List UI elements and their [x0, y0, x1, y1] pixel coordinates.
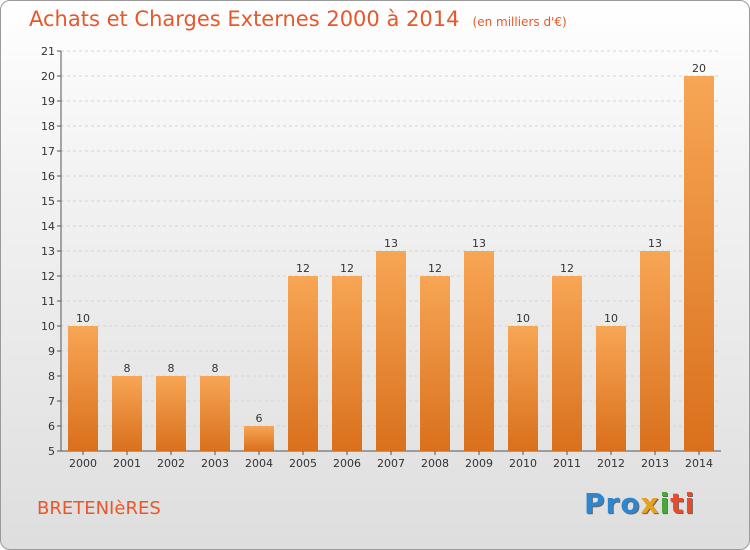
bar — [684, 76, 714, 451]
commune-name: BRETENIèRES — [37, 498, 161, 519]
bar-value-label: 13 — [648, 237, 662, 250]
bar-value-label: 10 — [516, 312, 530, 325]
bar-value-label: 8 — [124, 362, 131, 375]
bar — [640, 251, 670, 451]
bar-value-label: 6 — [256, 412, 263, 425]
x-tick-label: 2005 — [289, 457, 317, 470]
bar-value-label: 8 — [168, 362, 175, 375]
logo-part-3: i — [659, 487, 671, 520]
x-tick-label: 2001 — [113, 457, 141, 470]
bar — [596, 326, 626, 451]
x-tick-label: 2002 — [157, 457, 185, 470]
y-tick-label: 8 — [48, 370, 55, 383]
y-tick-label: 20 — [41, 70, 55, 83]
y-tick-label: 9 — [48, 345, 55, 358]
y-tick-label: 7 — [48, 395, 55, 408]
proxiti-logo[interactable]: Proxiti — [584, 487, 695, 520]
bar — [288, 276, 318, 451]
x-tick-label: 2013 — [641, 457, 669, 470]
x-tick-label: 2007 — [377, 457, 405, 470]
y-tick-label: 19 — [41, 95, 55, 108]
y-tick-label: 6 — [48, 420, 55, 433]
x-tick-label: 2014 — [685, 457, 713, 470]
x-tick-label: 2004 — [245, 457, 273, 470]
bar-value-label: 12 — [296, 262, 310, 275]
bar-value-label: 12 — [560, 262, 574, 275]
bar — [68, 326, 98, 451]
bar — [376, 251, 406, 451]
bar-value-label: 12 — [428, 262, 442, 275]
bar — [508, 326, 538, 451]
bar-value-label: 10 — [76, 312, 90, 325]
bar-value-label: 13 — [384, 237, 398, 250]
bars — [68, 76, 714, 451]
bar — [552, 276, 582, 451]
x-tick-label: 2008 — [421, 457, 449, 470]
title-row: Achats et Charges Externes 2000 à 2014 (… — [29, 7, 567, 31]
bar-value-label: 8 — [212, 362, 219, 375]
y-tick-label: 21 — [41, 45, 55, 58]
logo-part-4: ti — [670, 487, 696, 520]
x-tick-label: 2000 — [69, 457, 97, 470]
y-tick-label: 11 — [41, 295, 55, 308]
bar — [244, 426, 274, 451]
x-tick-label: 2011 — [553, 457, 581, 470]
bar-value-label: 12 — [340, 262, 354, 275]
y-tick-label: 17 — [41, 145, 55, 158]
bar — [156, 376, 186, 451]
y-tick-label: 16 — [41, 170, 55, 183]
x-tick-label: 2006 — [333, 457, 361, 470]
y-tick-label: 14 — [41, 220, 55, 233]
labels: 5 6 7 8 9 10 11 12 13 14 15 16 17 18 19 20 21 10 2000 8 2001… — [41, 45, 713, 470]
y-tick-label: 15 — [41, 195, 55, 208]
y-tick-label: 18 — [41, 120, 55, 133]
bar-value-label: 13 — [472, 237, 486, 250]
bar — [420, 276, 450, 451]
bar — [200, 376, 230, 451]
bar — [332, 276, 362, 451]
bar-value-label: 10 — [604, 312, 618, 325]
x-tick-label: 2012 — [597, 457, 625, 470]
chart-subtitle: (en milliers d'€) — [472, 15, 567, 29]
x-tick-label: 2003 — [201, 457, 229, 470]
y-tick-label: 12 — [41, 270, 55, 283]
bar — [112, 376, 142, 451]
chart-title: Achats et Charges Externes 2000 à 2014 — [29, 7, 460, 31]
logo-part-2: x — [640, 487, 660, 520]
y-tick-label: 10 — [41, 320, 55, 333]
x-tick-label: 2009 — [465, 457, 493, 470]
logo-part-1: Pro — [584, 487, 641, 520]
x-tick-label: 2010 — [509, 457, 537, 470]
bar — [464, 251, 494, 451]
y-tick-label: 13 — [41, 245, 55, 258]
bar-value-label: 20 — [692, 62, 706, 75]
y-tick-label: 5 — [48, 445, 55, 458]
